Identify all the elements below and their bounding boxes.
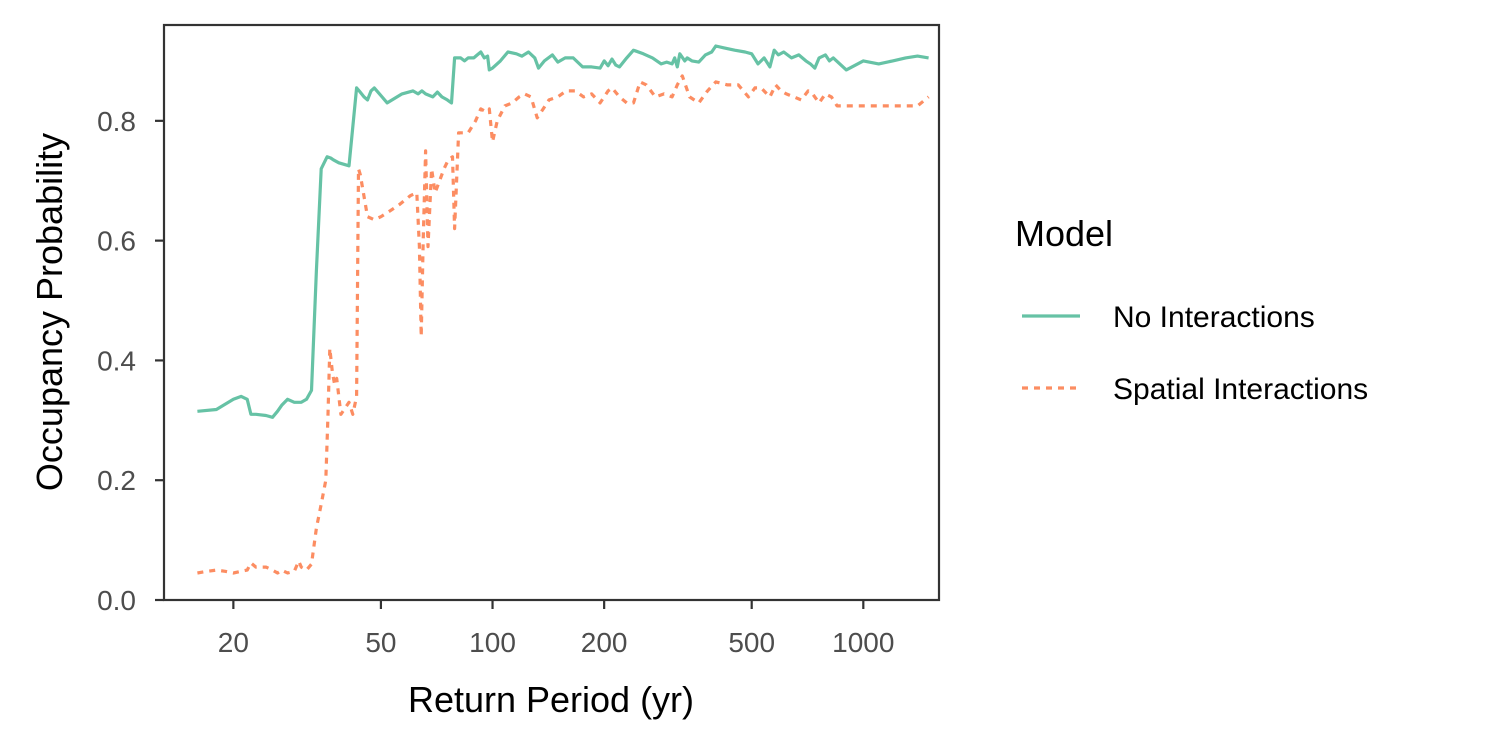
y-tick-label: 0.4 — [97, 345, 136, 376]
x-axis-title: Return Period (yr) — [408, 679, 694, 720]
legend-label-no-interactions: No Interactions — [1113, 301, 1315, 334]
x-tick-label: 50 — [365, 627, 396, 658]
x-tick-label: 500 — [728, 627, 775, 658]
legend-title: Model — [1015, 213, 1113, 254]
y-tick-label: 0.8 — [97, 106, 136, 137]
legend: Model No Interactions Spatial Interaction… — [1015, 213, 1368, 406]
x-tick-label: 100 — [469, 627, 516, 658]
series-line-spatial-interactions — [197, 74, 930, 575]
x-tick-label: 1000 — [832, 627, 894, 658]
y-tick-label: 0.6 — [97, 226, 136, 257]
y-axis-title: Occupancy Probability — [29, 133, 70, 491]
y-axis: 0.0 0.2 0.4 0.6 0.8 — [97, 106, 164, 616]
x-axis: 20 50 100 200 500 1000 — [218, 600, 894, 658]
x-tick-label: 200 — [581, 627, 628, 658]
x-tick-label: 20 — [218, 627, 249, 658]
plot-panel-border — [162, 23, 941, 602]
y-tick-label: 0.0 — [97, 585, 136, 616]
legend-items: No Interactions Spatial Interactions — [1022, 301, 1368, 406]
legend-label-spatial-interactions: Spatial Interactions — [1113, 373, 1368, 406]
y-tick-label: 0.2 — [97, 465, 136, 496]
series-layer — [197, 44, 930, 575]
series-line-no-interactions — [197, 44, 929, 419]
